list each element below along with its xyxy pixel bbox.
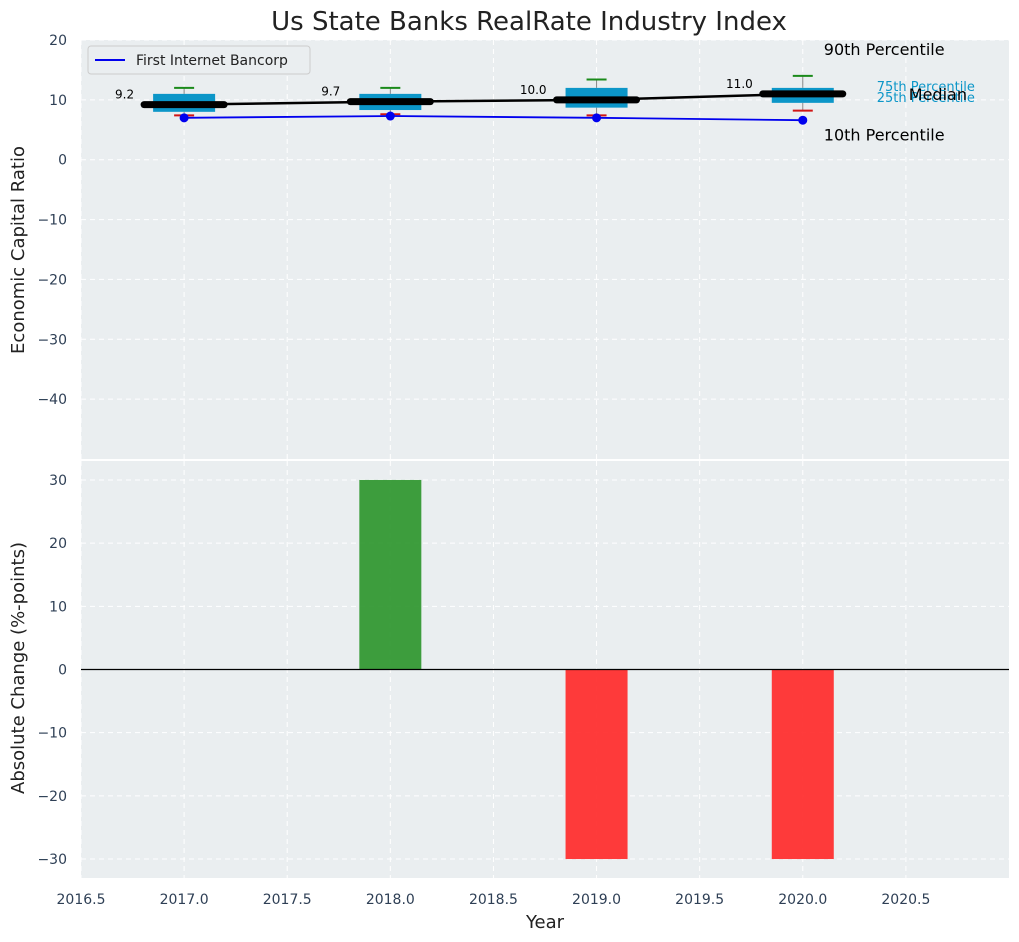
x-tick-label: 2017.0 bbox=[160, 892, 209, 908]
bottom-y-tick-label: −30 bbox=[37, 852, 67, 868]
bottom-marks bbox=[81, 479, 1009, 860]
annotation-p10: 10th Percentile bbox=[824, 126, 945, 145]
x-axis-label: Year bbox=[525, 912, 565, 933]
company-line bbox=[184, 115, 803, 122]
top-y-axis-label: Economic Capital Ratio bbox=[8, 146, 29, 354]
top-grid bbox=[80, 39, 1009, 459]
top-y-tick-label: −30 bbox=[37, 332, 67, 348]
annotation-p25: 25th Percentile bbox=[877, 91, 975, 106]
x-tick-label: 2019.5 bbox=[675, 892, 724, 908]
x-ticks: 2016.5 2017.0 2017.5 2018.0 2018.5 2019.0 2019… bbox=[57, 892, 931, 908]
bottom-y-tick-label: 0 bbox=[58, 663, 67, 679]
x-tick-label: 2018.0 bbox=[366, 892, 415, 908]
x-tick-label: 2020.0 bbox=[778, 892, 827, 908]
company-point bbox=[592, 113, 602, 123]
company-point bbox=[179, 113, 189, 123]
annotation-p75: 75th Percentile bbox=[877, 80, 975, 95]
x-tick-label: 2017.5 bbox=[263, 892, 312, 908]
top-y-tick-label: 20 bbox=[49, 33, 67, 49]
top-y-tick-label: −40 bbox=[37, 392, 67, 408]
top-y-tick-label: 0 bbox=[58, 153, 67, 169]
legend-box bbox=[87, 45, 311, 75]
x-tick-label: 2020.5 bbox=[881, 892, 930, 908]
median-value-label: 9.2 bbox=[115, 88, 134, 102]
annotation-median: Median bbox=[909, 85, 967, 104]
top-y-tick-label: −20 bbox=[37, 272, 67, 288]
bottom-y-axis-label: Absolute Change (%-points) bbox=[8, 542, 29, 794]
company-point bbox=[798, 115, 808, 125]
bottom-y-tick-label: 10 bbox=[49, 599, 67, 615]
top-y-ticks: 20 10 0 −10 −20 −30 −40 bbox=[37, 33, 67, 408]
change-bar bbox=[771, 669, 834, 860]
x-tick-label: 2018.5 bbox=[469, 892, 518, 908]
chart-title: Us State Banks RealRate Industry Index bbox=[271, 7, 787, 37]
x-tick-label: 2016.5 bbox=[57, 892, 106, 908]
bottom-y-ticks: 30 20 10 0 −10 −20 −30 bbox=[37, 473, 67, 868]
annotation-p90: 90th Percentile bbox=[824, 40, 945, 59]
bottom-y-tick-label: −20 bbox=[37, 789, 67, 805]
top-y-tick-label: −10 bbox=[37, 213, 67, 229]
bottom-y-tick-label: 20 bbox=[49, 536, 67, 552]
median-value-label: 10.0 bbox=[520, 83, 547, 97]
change-bar bbox=[565, 669, 628, 860]
change-bar bbox=[359, 479, 422, 670]
bottom-panel: 30 20 10 0 −10 −20 −30 Absolute Change (%-poin… bbox=[8, 461, 1009, 878]
top-marks: 9.2 9.7 10.0 11.0 90th Percentile 75th Percen… bbox=[115, 40, 975, 145]
x-tick-label: 2019.0 bbox=[572, 892, 621, 908]
top-panel: 20 10 0 −10 −20 −30 −40 Economic Capital Ratio… bbox=[8, 33, 1009, 459]
top-y-tick-label: 10 bbox=[49, 93, 67, 109]
median-line bbox=[184, 92, 803, 106]
bottom-y-tick-label: −10 bbox=[37, 726, 67, 742]
legend: First Internet Bancorp bbox=[87, 45, 311, 75]
company-point bbox=[385, 111, 395, 121]
bottom-y-tick-label: 30 bbox=[49, 473, 67, 489]
top-plot-area bbox=[81, 40, 1009, 459]
median-value-label: 11.0 bbox=[726, 77, 753, 91]
median-value-label: 9.7 bbox=[321, 85, 340, 99]
legend-company-label: First Internet Bancorp bbox=[136, 53, 288, 69]
